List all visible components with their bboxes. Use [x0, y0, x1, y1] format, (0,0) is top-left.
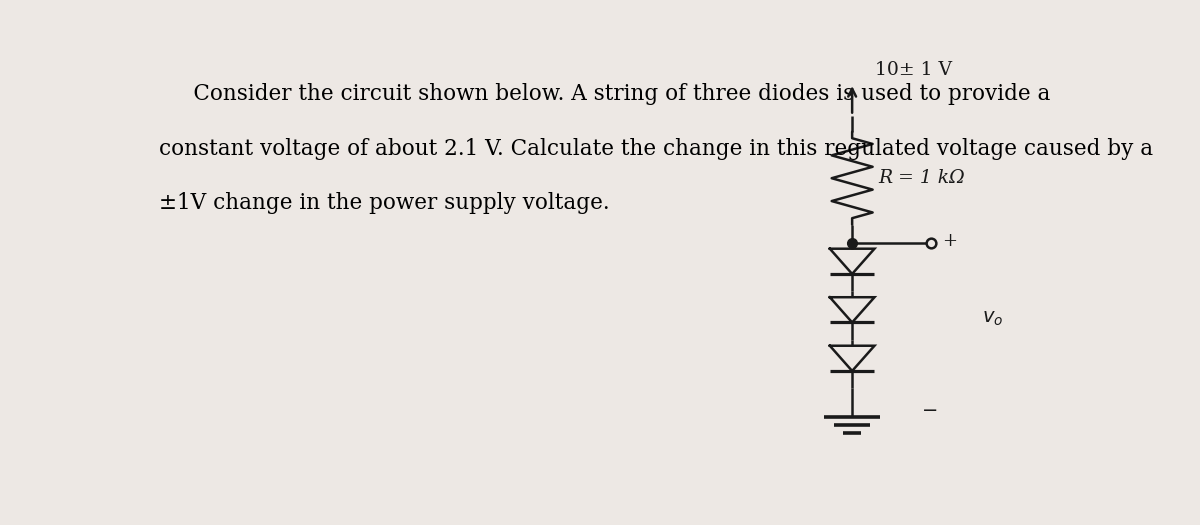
Text: −: −: [922, 401, 938, 420]
Text: constant voltage of about 2.1 V. Calculate the change in this regulated voltage : constant voltage of about 2.1 V. Calcula…: [160, 138, 1153, 160]
Text: ±1V change in the power supply voltage.: ±1V change in the power supply voltage.: [160, 192, 610, 214]
Text: 10± 1 V: 10± 1 V: [876, 61, 953, 79]
Text: $v_o$: $v_o$: [983, 310, 1003, 328]
Text: R = 1 kΩ: R = 1 kΩ: [878, 169, 965, 187]
Text: +: +: [942, 232, 958, 250]
Text: Consider the circuit shown below. A string of three diodes is used to provide a: Consider the circuit shown below. A stri…: [160, 83, 1051, 105]
